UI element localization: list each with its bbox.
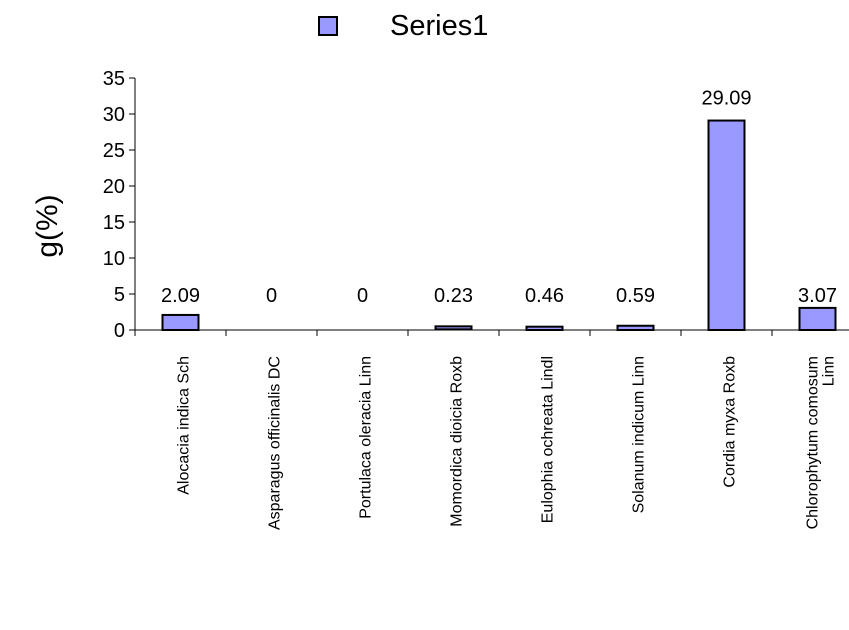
- data-label: 3.07: [798, 285, 837, 307]
- bar: [525, 325, 564, 331]
- legend-swatch: [318, 16, 338, 36]
- y-tick-label: 25: [103, 140, 125, 162]
- x-tick-label: Eulophia ochreata Lindl: [540, 356, 557, 523]
- x-tick-label: Alocacia indica Sch: [176, 356, 193, 495]
- bar: [161, 313, 200, 331]
- y-tick-label: 0: [114, 320, 125, 342]
- bar: [798, 306, 837, 331]
- x-tick-label-line: Solanum indicum Linn: [631, 356, 648, 513]
- data-label: 0: [266, 285, 277, 307]
- x-tick-label-line: Asparagus officinalis DC: [267, 356, 284, 530]
- x-tick-label: Momordica dioicia Roxb: [449, 356, 466, 527]
- y-tick-label: 15: [103, 212, 125, 234]
- x-tick-label: Asparagus officinalis DC: [267, 356, 284, 530]
- x-tick-label-line: Chlorophytum comosum: [805, 356, 822, 529]
- data-label: 0.59: [616, 285, 655, 307]
- data-label: 0: [357, 285, 368, 307]
- data-label: 0.46: [525, 285, 564, 307]
- y-tick-label: 5: [114, 284, 125, 306]
- y-tick-label: 10: [103, 248, 125, 270]
- x-tick-label-line: Linn: [821, 356, 838, 386]
- legend: Series1: [318, 6, 488, 46]
- y-tick-label: 30: [103, 104, 125, 126]
- x-tick-label-line: Alocacia indica Sch: [176, 356, 193, 495]
- bar: [616, 324, 655, 332]
- x-tick-label-line: Eulophia ochreata Lindl: [540, 356, 557, 523]
- bar: [434, 325, 473, 331]
- data-label: 29.09: [701, 88, 751, 110]
- x-tick-label-line: Cordia myxa Roxb: [722, 356, 739, 488]
- data-label: 2.09: [161, 285, 200, 307]
- y-tick-label: 35: [103, 68, 125, 90]
- legend-label: Series1: [390, 9, 489, 42]
- x-tick-label: Solanum indicum Linn: [631, 356, 648, 513]
- data-label: 0.23: [434, 285, 473, 307]
- x-tick-label-line: Momordica dioicia Roxb: [449, 356, 466, 527]
- y-tick-label: 20: [103, 176, 125, 198]
- x-tick-label: Cordia myxa Roxb: [722, 356, 739, 488]
- bar: [707, 119, 746, 331]
- x-tick-label: Chlorophytum comosum Linn: [805, 356, 838, 529]
- x-tick-label: Portulaca oleracia Linn: [358, 356, 375, 519]
- x-tick-label-line: Portulaca oleracia Linn: [358, 356, 375, 519]
